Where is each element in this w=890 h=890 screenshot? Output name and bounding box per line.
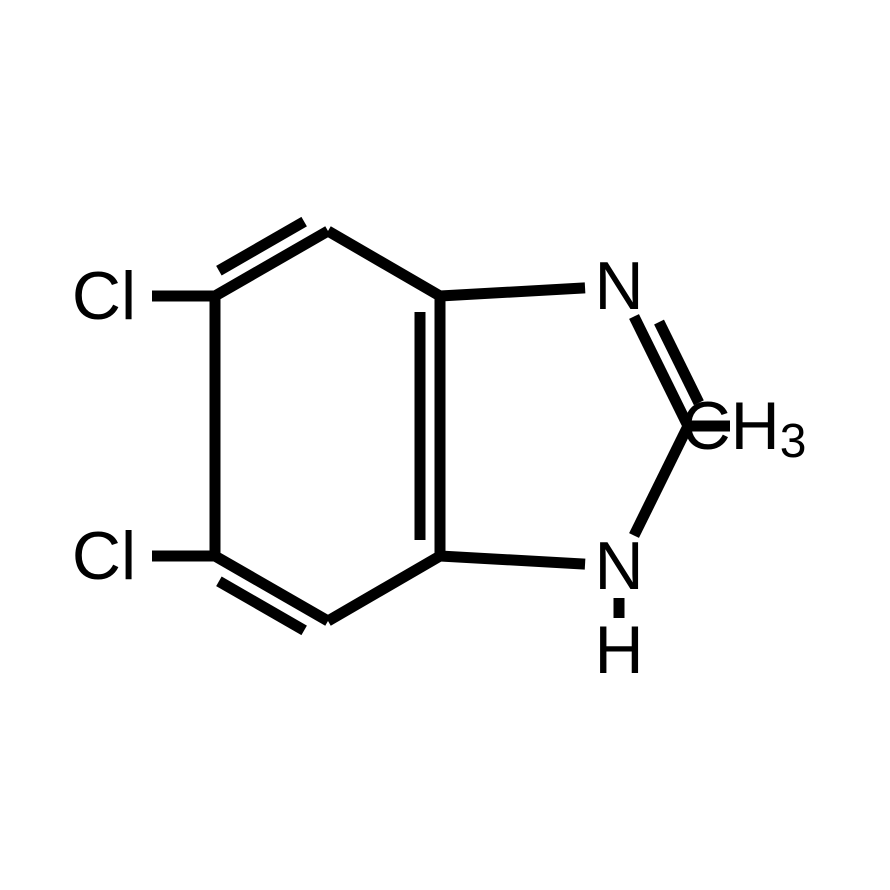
atom-label: N (594, 248, 643, 324)
atom-label: CH3 (682, 388, 807, 467)
atom-label: Cl (72, 258, 136, 334)
atom-label: H (594, 612, 643, 688)
atom-label: N (594, 528, 643, 604)
atom-label: Cl (72, 518, 136, 594)
molecule-diagram: ClClNNHCH3 (0, 0, 890, 890)
